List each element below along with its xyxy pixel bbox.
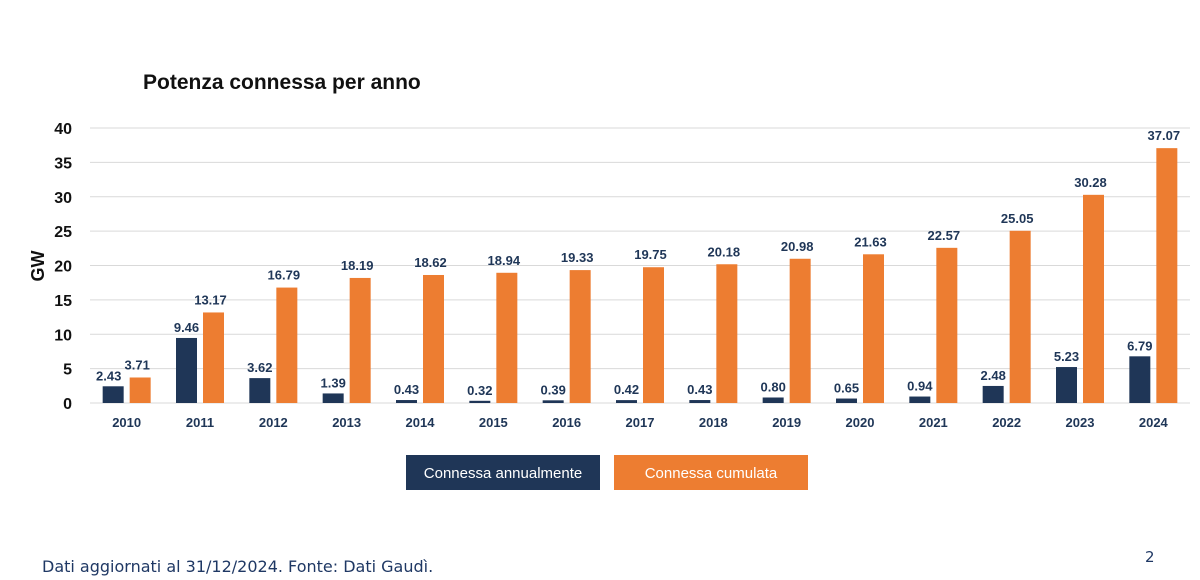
bar-cumulative-2019 <box>789 258 811 403</box>
x-tick-label: 2019 <box>772 415 801 430</box>
data-labels: 2.43 3.71 9.46 13.17 3.62 16.79 1.39 18.19 0.43 1… <box>96 128 1180 398</box>
bar-cumulative-2011 <box>203 312 224 403</box>
legend-annual-swatch <box>406 455 600 490</box>
bar-cumulative-2018 <box>716 264 738 403</box>
bar-annual-2022 <box>982 385 1004 403</box>
bar-annual-2015 <box>469 400 491 403</box>
data-label-annual-2013: 1.39 <box>321 375 346 390</box>
bar-cumulative-2013 <box>349 277 371 403</box>
data-label-annual-2022: 2.48 <box>981 368 1006 383</box>
x-tick-label: 2015 <box>479 415 508 430</box>
x-tick-label: 2017 <box>626 415 655 430</box>
page-number: 2 <box>1145 548 1155 566</box>
data-label-annual-2011: 9.46 <box>174 320 199 335</box>
data-label-cumulative-2023: 30.28 <box>1074 175 1107 190</box>
data-label-annual-2014: 0.43 <box>394 382 419 397</box>
x-tick-label: 2013 <box>332 415 361 430</box>
data-label-annual-2018: 0.43 <box>687 382 712 397</box>
data-label-annual-2020: 0.65 <box>834 381 859 396</box>
data-label-cumulative-2012: 16.79 <box>268 268 301 283</box>
bar-annual-2018 <box>689 400 711 403</box>
y-tick-label: 35 <box>54 155 72 172</box>
y-tick-label: 10 <box>54 327 72 344</box>
bar-cumulative-2016 <box>569 270 591 403</box>
y-tick-label: 15 <box>54 293 72 310</box>
x-tick-labels: 2010 2011 2012 2013 2014 2015 2016 2017 2018 2019… <box>112 415 1168 430</box>
data-label-cumulative-2024: 37.07 <box>1148 128 1181 143</box>
x-tick-label: 2024 <box>1139 415 1169 430</box>
x-tick-label: 2016 <box>552 415 581 430</box>
bar-cumulative-2023 <box>1083 194 1104 403</box>
y-tick-label: 5 <box>63 362 72 379</box>
y-axis-label: GW <box>28 250 48 281</box>
data-label-cumulative-2019: 20.98 <box>781 239 814 254</box>
x-tick-label: 2022 <box>992 415 1021 430</box>
data-label-cumulative-2021: 22.57 <box>928 228 961 243</box>
data-label-cumulative-2015: 18.94 <box>488 253 521 268</box>
bar-cumulative-2020 <box>863 254 884 403</box>
chart-title: Potenza connessa per anno <box>143 71 421 94</box>
bar-cumulative-2022 <box>1009 230 1031 403</box>
y-tick-label: 0 <box>63 396 72 413</box>
chart: Potenza connessa per anno GW 0 5 10 15 20 25 3… <box>28 71 1190 490</box>
data-label-cumulative-2016: 19.33 <box>561 250 594 265</box>
y-tick-label: 20 <box>54 259 72 276</box>
x-tick-label: 2014 <box>406 415 436 430</box>
x-tick-label: 2021 <box>919 415 948 430</box>
y-tick-label: 25 <box>54 224 72 241</box>
data-label-annual-2016: 0.39 <box>541 382 566 397</box>
x-tick-label: 2018 <box>699 415 728 430</box>
bar-cumulative-2024 <box>1156 148 1178 403</box>
bar-annual-2016 <box>542 400 564 403</box>
bar-annual-2019 <box>762 397 784 403</box>
data-label-cumulative-2020: 21.63 <box>854 234 887 249</box>
bar-cumulative-2014 <box>423 274 444 403</box>
source-note: Dati aggiornati al 31/12/2024. Fonte: Da… <box>42 557 434 576</box>
data-label-cumulative-2010: 3.71 <box>125 357 150 372</box>
bar-cumulative-2010 <box>129 377 151 403</box>
y-tick-labels: 0 5 10 15 20 25 30 35 40 <box>54 121 72 413</box>
data-label-cumulative-2013: 18.19 <box>341 258 374 273</box>
bar-annual-2024 <box>1129 356 1151 403</box>
x-tick-label: 2023 <box>1066 415 1095 430</box>
bar-annual-2010 <box>102 386 124 403</box>
y-tick-label: 30 <box>54 190 72 207</box>
bar-annual-2014 <box>396 400 417 403</box>
data-label-annual-2019: 0.80 <box>761 380 786 395</box>
bar-annual-2011 <box>176 337 197 403</box>
data-label-cumulative-2011: 13.17 <box>194 292 227 307</box>
bar-cumulative-2017 <box>643 267 664 403</box>
legend-cumulative-swatch <box>614 455 808 490</box>
data-label-annual-2017: 0.42 <box>614 382 639 397</box>
legend-cumulative-label: Connessa cumulata <box>645 465 778 482</box>
y-tick-label: 40 <box>54 121 72 138</box>
data-label-annual-2023: 5.23 <box>1054 349 1079 364</box>
data-label-cumulative-2014: 18.62 <box>414 255 447 270</box>
bar-annual-2020 <box>836 398 857 403</box>
bar-cumulative-2021 <box>936 247 958 403</box>
bar-annual-2021 <box>909 396 931 403</box>
x-tick-label: 2012 <box>259 415 288 430</box>
bars <box>102 148 1178 403</box>
data-label-annual-2024: 6.79 <box>1127 338 1152 353</box>
data-label-cumulative-2017: 19.75 <box>634 247 667 262</box>
legend-annual-label: Connessa annualmente <box>424 465 582 482</box>
bar-cumulative-2012 <box>276 287 298 403</box>
x-tick-label: 2010 <box>112 415 141 430</box>
data-label-annual-2012: 3.62 <box>247 360 272 375</box>
data-label-cumulative-2022: 25.05 <box>1001 211 1034 226</box>
bar-annual-2017 <box>616 400 637 403</box>
data-label-cumulative-2018: 20.18 <box>708 244 741 259</box>
bar-annual-2023 <box>1056 367 1077 403</box>
bar-annual-2012 <box>249 378 271 403</box>
bar-cumulative-2015 <box>496 272 518 403</box>
gridlines <box>90 127 1190 404</box>
data-label-annual-2010: 2.43 <box>96 368 121 383</box>
legend: Connessa annualmente Connessa cumulata <box>406 455 808 490</box>
data-label-annual-2015: 0.32 <box>467 383 492 398</box>
x-tick-label: 2011 <box>186 415 214 430</box>
bar-annual-2013 <box>322 393 344 403</box>
data-label-annual-2021: 0.94 <box>907 379 933 394</box>
x-tick-label: 2020 <box>846 415 875 430</box>
